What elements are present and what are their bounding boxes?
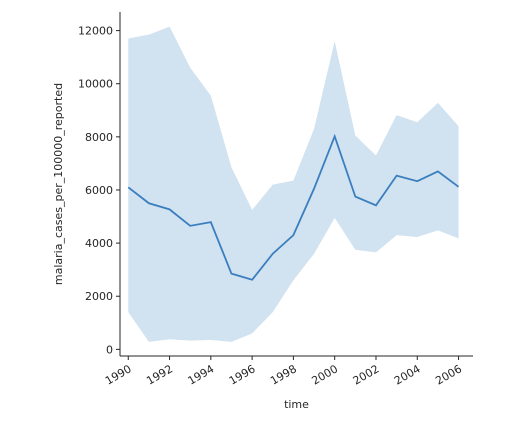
x-tick-label: 2004 bbox=[392, 362, 423, 387]
x-tick-label: 1996 bbox=[227, 362, 258, 387]
y-ticks: 0 2000 4000 6000 8000 10000 12000 bbox=[78, 25, 120, 356]
y-tick-label: 6000 bbox=[85, 184, 113, 197]
y-tick-label: 12000 bbox=[78, 25, 113, 38]
y-tick-label: 8000 bbox=[85, 131, 113, 144]
x-tick-label: 1994 bbox=[186, 362, 217, 387]
y-tick-label: 2000 bbox=[85, 290, 113, 303]
y-tick-label: 10000 bbox=[78, 78, 113, 91]
confidence-band bbox=[128, 26, 459, 342]
y-tick-label: 4000 bbox=[85, 237, 113, 250]
y-tick-label: 0 bbox=[106, 343, 113, 356]
series-line-mean bbox=[127, 133, 460, 281]
x-tick-label: 2000 bbox=[309, 362, 340, 387]
x-axis-label: time bbox=[284, 398, 309, 411]
x-tick-label: 1998 bbox=[268, 362, 299, 387]
x-tick-label: 2002 bbox=[351, 362, 382, 387]
x-tick-label: 1992 bbox=[144, 362, 175, 387]
x-tick-label: 1990 bbox=[103, 362, 134, 387]
x-ticks: 1990 1992 1994 1996 1998 2000 2002 2004 2006 bbox=[103, 356, 464, 388]
y-axis-label: malaria_cases_per_100000_reported bbox=[52, 83, 65, 285]
x-tick-label: 2006 bbox=[433, 362, 464, 387]
